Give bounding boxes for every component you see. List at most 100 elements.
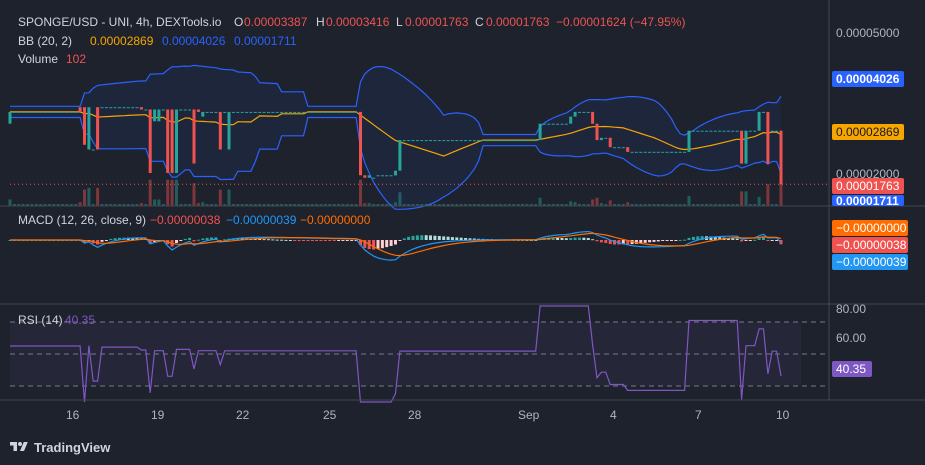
macd-pane[interactable] [8, 230, 783, 261]
macd-histogram-bar [424, 235, 428, 240]
macd-line-tag-label: −0.00000039 [836, 255, 907, 269]
pane-separators[interactable] [0, 0, 925, 401]
candle [455, 140, 459, 142]
candle [26, 111, 29, 113]
volume-bar [183, 204, 187, 206]
volume-bar [258, 204, 262, 206]
macd-histogram-bar [415, 235, 419, 240]
candle [293, 111, 297, 113]
volume-bar [569, 201, 573, 206]
rsi-pane[interactable] [10, 305, 829, 403]
candle [595, 123, 599, 141]
macd-histogram-bar [770, 240, 774, 241]
candle [411, 140, 415, 142]
bb-lower-value: 0.00001711 [234, 34, 297, 48]
volume-bar [65, 204, 69, 206]
volume-bar [762, 204, 765, 206]
volume-bar [218, 189, 222, 206]
macd-histogram-bar [564, 238, 568, 240]
candle [218, 111, 222, 150]
macd-histogram-bar [205, 237, 209, 240]
candle [17, 111, 21, 113]
candle [608, 137, 612, 148]
macd-axis[interactable]: −0.00000000 −0.00000038 −0.00000039 [832, 220, 908, 270]
macd-hist-tag-label: −0.00000038 [836, 238, 907, 252]
macd-histogram-bar [192, 240, 196, 242]
volume-bar [521, 204, 524, 206]
candle [740, 130, 744, 164]
candle [713, 130, 717, 132]
candle [113, 107, 117, 109]
macd-histogram-bar [560, 238, 564, 240]
bb-upper-value: 0.00004026 [162, 34, 226, 48]
candle [775, 130, 779, 132]
volume-bar [262, 204, 266, 206]
macd-histogram-bar [599, 240, 603, 243]
macd-histogram-bar [179, 240, 183, 241]
candle [779, 130, 783, 185]
macd-histogram-bar [709, 236, 713, 240]
macd-histogram-bar [271, 239, 275, 241]
candle [446, 140, 450, 142]
macd-histogram-bar [748, 240, 752, 241]
volume-bar [74, 204, 78, 206]
candle [678, 151, 682, 153]
volume-bar [372, 204, 376, 206]
volume-bar [643, 204, 647, 206]
macd-histogram-bar [726, 237, 730, 240]
price-axis[interactable]: 0.00005000 0.00002000 0.00004026 0.00002… [832, 26, 904, 208]
macd-histogram-bar [372, 240, 376, 250]
candle [766, 111, 770, 164]
close-price-tag-label: 0.00001763 [836, 179, 900, 193]
volume-bar [674, 204, 678, 206]
macd-histogram-bar [608, 240, 612, 244]
low-label: L [396, 15, 403, 29]
candle [648, 151, 652, 153]
rsi-axis[interactable]: 80.00 60.00 40.35 [832, 302, 872, 377]
volume-bar [731, 204, 735, 206]
macd-line-tag [832, 254, 908, 270]
close-value: 0.00001763 [486, 15, 550, 29]
macd-histogram-bar [691, 236, 695, 240]
candle [599, 137, 603, 141]
time-axis[interactable]: 16 19 22 25 28 Sep 4 7 10 [66, 408, 790, 422]
candle [433, 140, 437, 142]
volume-bar [696, 204, 700, 206]
macd-histogram-bar [569, 238, 573, 240]
candle [450, 140, 454, 142]
macd-histogram-bar [652, 240, 656, 242]
high-label: H [316, 15, 325, 29]
volume-bar [380, 204, 384, 206]
volume-bar [394, 202, 397, 206]
candle [39, 111, 43, 113]
candle [337, 111, 341, 113]
candle [196, 109, 200, 112]
candle [157, 109, 161, 122]
candle [205, 111, 209, 113]
candle [424, 140, 428, 142]
high-value: 0.00003416 [326, 15, 390, 29]
price-tick-label: 0.00005000 [836, 26, 900, 40]
macd-histogram-bar [262, 239, 266, 241]
candle [74, 111, 78, 113]
macd-histogram-bar [280, 239, 284, 241]
volume-bar [450, 204, 454, 206]
candle [372, 177, 376, 179]
volume-bar [718, 204, 722, 206]
price-pane[interactable] [8, 64, 830, 210]
macd-histogram-bar [411, 235, 415, 240]
volume-bar [573, 202, 577, 206]
candle [100, 107, 104, 109]
candle [578, 111, 581, 113]
volume-bar [157, 199, 161, 206]
macd-histogram-bar [713, 236, 717, 240]
macd-histogram-bar [753, 239, 757, 241]
volume-bar [78, 202, 82, 206]
candle [700, 130, 704, 132]
candle [529, 140, 533, 142]
rsi-legend: RSI (14) 40.35 [18, 313, 95, 327]
volume-bar [26, 204, 29, 206]
candle [551, 123, 555, 125]
tradingview-logo[interactable]: TradingView [10, 437, 110, 457]
time-label: 28 [408, 408, 422, 422]
